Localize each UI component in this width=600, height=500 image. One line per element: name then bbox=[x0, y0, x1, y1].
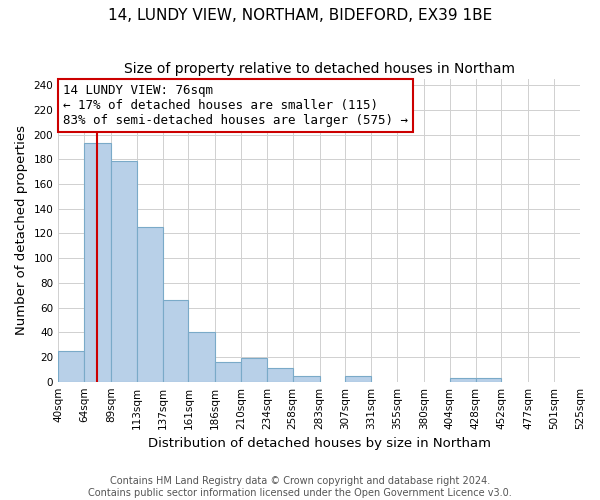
Bar bbox=[450, 378, 476, 382]
Bar bbox=[476, 378, 502, 382]
Bar bbox=[111, 160, 137, 382]
Bar bbox=[163, 300, 188, 382]
Bar bbox=[84, 144, 111, 382]
Text: 14, LUNDY VIEW, NORTHAM, BIDEFORD, EX39 1BE: 14, LUNDY VIEW, NORTHAM, BIDEFORD, EX39 … bbox=[108, 8, 492, 22]
Text: Contains HM Land Registry data © Crown copyright and database right 2024.
Contai: Contains HM Land Registry data © Crown c… bbox=[88, 476, 512, 498]
Bar bbox=[137, 228, 163, 382]
Bar bbox=[293, 376, 320, 382]
Text: 14 LUNDY VIEW: 76sqm
← 17% of detached houses are smaller (115)
83% of semi-deta: 14 LUNDY VIEW: 76sqm ← 17% of detached h… bbox=[64, 84, 409, 126]
Y-axis label: Number of detached properties: Number of detached properties bbox=[15, 126, 28, 336]
X-axis label: Distribution of detached houses by size in Northam: Distribution of detached houses by size … bbox=[148, 437, 491, 450]
Bar bbox=[346, 376, 371, 382]
Bar bbox=[267, 368, 293, 382]
Title: Size of property relative to detached houses in Northam: Size of property relative to detached ho… bbox=[124, 62, 515, 76]
Bar bbox=[58, 351, 84, 382]
Bar bbox=[241, 358, 267, 382]
Bar bbox=[188, 332, 215, 382]
Bar bbox=[215, 362, 241, 382]
